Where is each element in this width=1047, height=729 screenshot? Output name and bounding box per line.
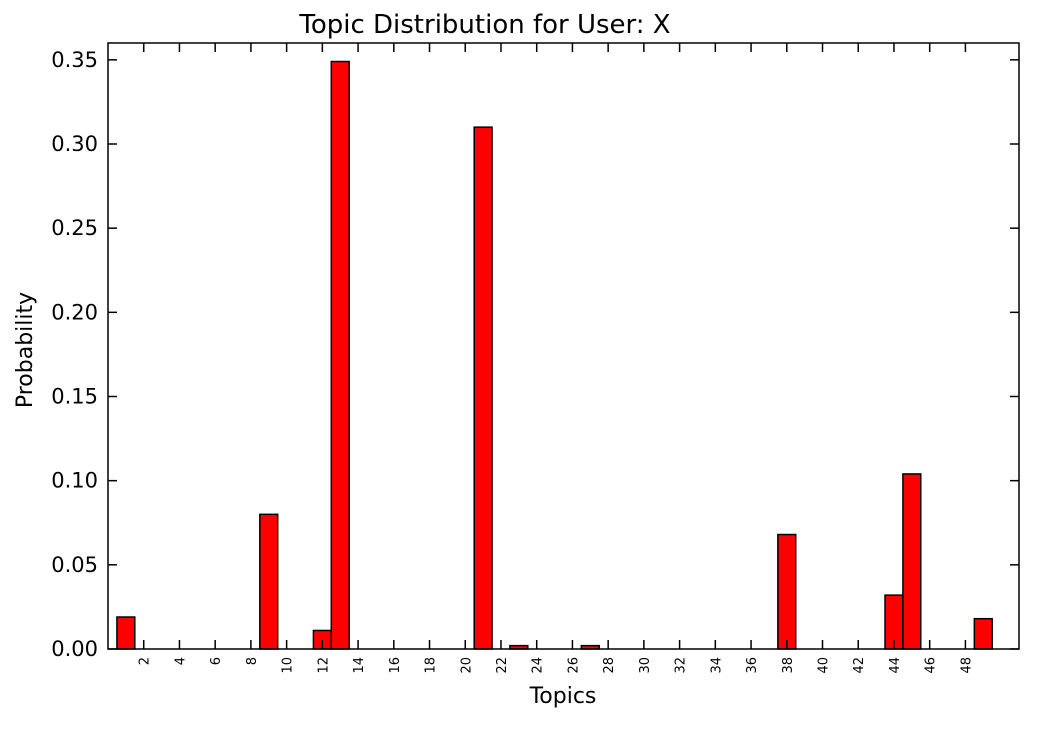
x-tick-label: 8 (245, 657, 260, 665)
x-tick-label: 34 (709, 657, 724, 674)
x-tick-label: 38 (781, 657, 796, 674)
x-tick-label: 26 (566, 657, 581, 674)
x-tick-label: 28 (602, 657, 617, 674)
x-tick-label: 36 (745, 657, 760, 674)
bar-topic-21 (473, 126, 493, 650)
x-tick-label: 16 (388, 657, 403, 674)
chart-title: Topic Distribution for User: X (298, 10, 670, 40)
x-tick-label: 42 (852, 657, 867, 674)
y-tick-label: 0.00 (51, 637, 98, 661)
y-tick-label: 0.20 (51, 300, 98, 324)
y-axis: 0.00 0.05 0.10 0.15 0.20 0.25 0.30 0.35 (51, 48, 1019, 661)
bar-topic-38 (777, 533, 797, 650)
bar-topic-49 (973, 617, 993, 650)
x-tick-label: 22 (495, 657, 510, 674)
bars-group (116, 60, 993, 650)
x-axis: 2 4 6 8 10 12 14 16 18 20 22 24 26 28 30 32 34 36 38 40 42 44… (138, 43, 974, 674)
x-axis-label: Topics (529, 684, 597, 709)
x-tick-label: 2 (138, 657, 153, 665)
y-tick-label: 0.35 (51, 48, 98, 72)
x-tick-label: 20 (459, 657, 474, 674)
x-tick-label: 24 (531, 657, 546, 674)
x-tick-label: 46 (924, 657, 939, 674)
plot-area-frame (107, 42, 1020, 650)
x-tick-label: 12 (316, 657, 331, 674)
y-tick-label: 0.15 (51, 385, 98, 409)
y-tick-label: 0.30 (51, 132, 98, 156)
bar-topic-1 (116, 616, 136, 650)
y-tick-label: 0.05 (51, 553, 98, 577)
bar-topic-45 (902, 473, 922, 650)
x-tick-label: 44 (888, 657, 903, 674)
x-tick-label: 10 (281, 657, 296, 674)
x-tick-label: 18 (424, 657, 439, 674)
bar-topic-13 (330, 60, 350, 650)
x-tick-label: 30 (638, 657, 653, 674)
x-tick-label: 32 (674, 657, 689, 674)
x-tick-label: 6 (209, 657, 224, 665)
x-tick-label: 40 (817, 657, 832, 674)
x-tick-label: 14 (352, 657, 367, 674)
y-tick-label: 0.25 (51, 216, 98, 240)
bar-topic-9 (259, 513, 279, 650)
y-axis-label: Probability (13, 292, 38, 408)
x-tick-label: 4 (173, 657, 188, 665)
x-tick-label: 48 (959, 657, 974, 674)
y-tick-label: 0.10 (51, 469, 98, 493)
